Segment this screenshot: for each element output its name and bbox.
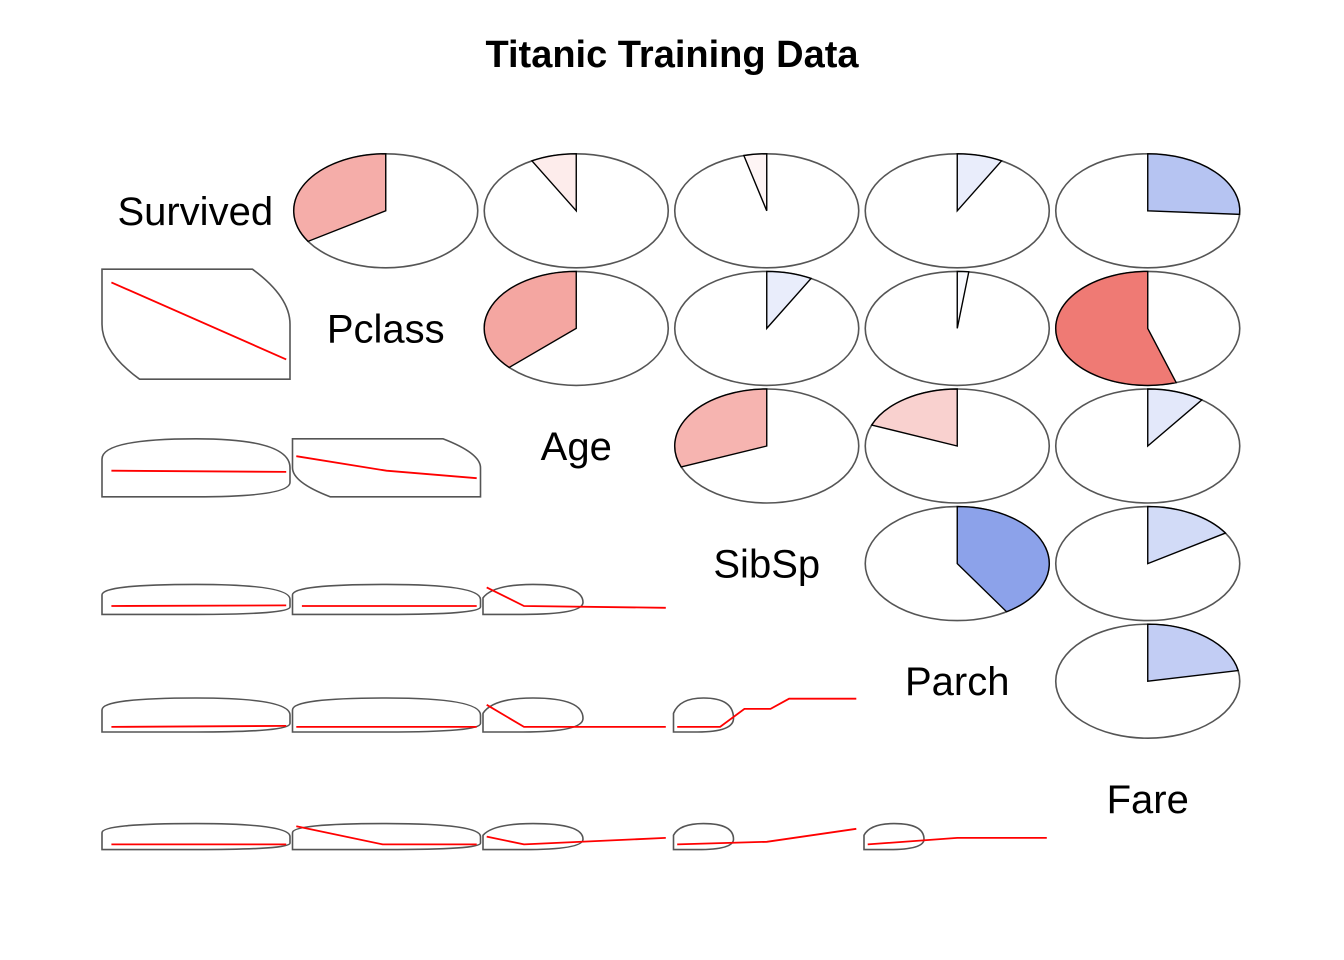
pie-survived-age-slice [530,153,577,213]
ellipse-age-survived-smoother [111,469,287,473]
ellipse-parch-survived-smoother [111,725,287,728]
pie-pclass-parch-slice [956,270,970,329]
pie-age-sibsp-slice [674,388,768,468]
pie-survived-sibsp-slice [742,153,768,212]
ellipse-age-pclass-outline [291,438,482,498]
ellipse-fare-parch-outline [863,822,925,851]
pie-pclass-fare-slice [1055,270,1178,387]
ellipse-fare-sibsp-smoother [677,827,857,846]
variable-label-pclass: Pclass [327,307,445,351]
pie-age-parch-slice [870,388,958,447]
variable-label-age: Age [541,425,612,469]
ellipse-parch-pclass-outline [291,697,482,733]
pie-age-fare-slice [1147,388,1204,448]
ellipse-fare-pclass-smoother [296,825,477,846]
ellipse-fare-sibsp-outline [672,822,735,851]
variable-label-sibsp: SibSp [713,543,820,587]
ellipse-sibsp-survived-outline [101,583,291,616]
ellipse-fare-pclass-outline [291,822,482,851]
ellipse-parch-survived-outline [101,697,291,733]
ellipse-sibsp-age-outline [482,583,584,616]
ellipse-age-survived-outline [101,437,291,498]
pie-parch-fare-slice [1147,623,1240,682]
pie-pclass-sibsp-slice [766,270,813,331]
ellipse-fare-parch-smoother [867,837,1047,846]
ellipse-fare-age-smoother [486,835,666,846]
ellipse-sibsp-age-smoother [486,586,666,609]
pie-sibsp-fare-slice [1147,505,1227,565]
ellipse-pclass-survived-smoother [111,281,287,361]
variable-label-parch: Parch [905,660,1010,704]
pie-survived-parch-slice [956,153,1003,213]
ellipse-parch-sibsp-smoother [677,697,857,728]
ellipse-fare-age-outline [482,822,584,851]
pie-pclass-age-slice [483,270,577,369]
variable-label-survived: Survived [117,190,273,234]
ellipse-sibsp-pclass-outline [291,583,482,616]
ellipse-fare-survived-outline [101,822,291,851]
pie-survived-pclass-slice [293,153,387,243]
chart-title: Titanic Training Data [485,34,859,76]
pie-survived-fare-slice [1147,153,1241,216]
ellipse-parch-age-smoother [486,704,666,728]
ellipse-sibsp-survived-smoother [111,604,287,607]
ellipse-age-pclass-smoother [296,455,477,480]
ellipse-parch-age-outline [482,697,584,733]
ellipse-pclass-survived-outline [101,268,291,380]
pie-sibsp-parch-slice [956,505,1050,613]
variable-label-fare: Fare [1107,778,1189,822]
ellipse-parch-sibsp-outline [672,697,735,733]
